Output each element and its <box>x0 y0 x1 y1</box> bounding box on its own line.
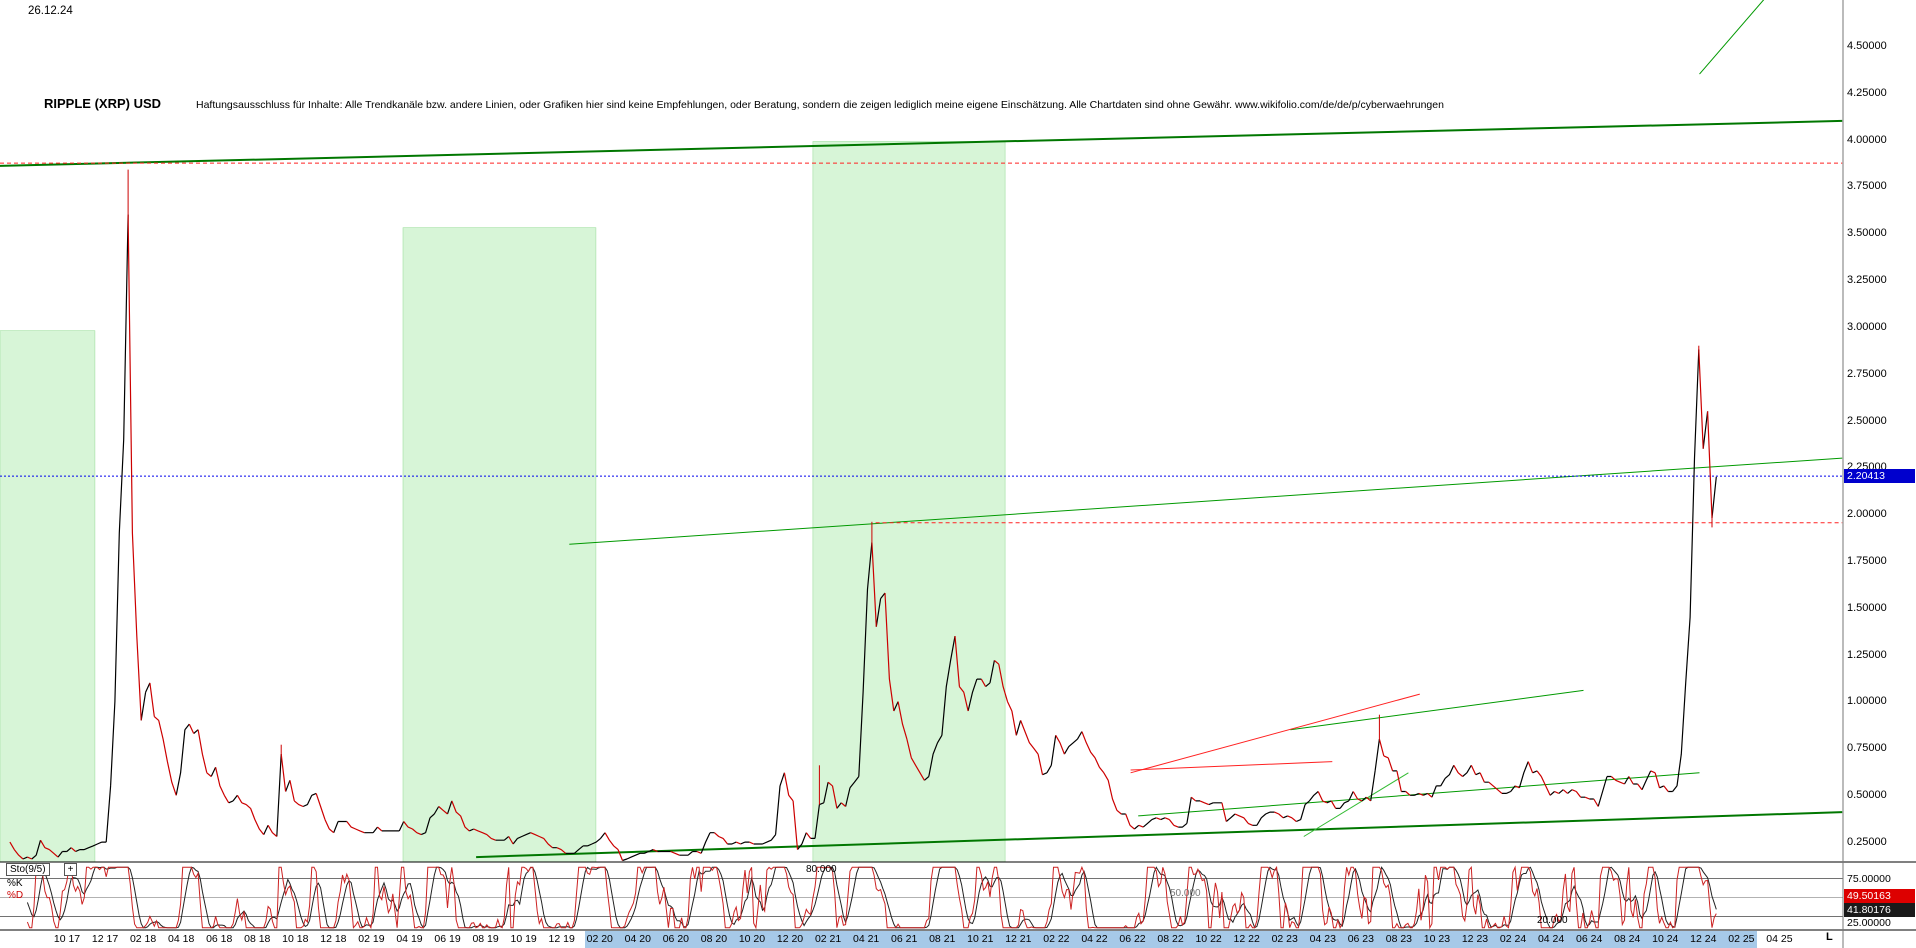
date-tick-label: 06 21 <box>891 933 918 945</box>
date-tick-label: 04 24 <box>1537 933 1565 945</box>
green-trendline <box>1290 689 1584 731</box>
date-tick-label: 12 17 <box>91 933 119 945</box>
price-tick-label: 1.50000 <box>1847 601 1887 614</box>
date-tick-label: 10 23 <box>1423 933 1451 945</box>
price-tick-label: 4.25000 <box>1847 86 1887 99</box>
red-trendline <box>1130 693 1420 774</box>
stochastic-50-line-label: 50.000 <box>1170 888 1201 899</box>
stochastic-indicator-button[interactable]: Sto(9/5) <box>6 863 50 876</box>
red-trendline <box>1130 761 1333 771</box>
price-tick-label: 1.25000 <box>1847 648 1887 661</box>
green-trendline <box>569 457 1843 545</box>
date-tick-label: 06 24 <box>1576 933 1603 945</box>
date-tick-label: 06 22 <box>1119 933 1146 945</box>
stochastic-k-line <box>26 865 1717 930</box>
stochastic-d-label: %D <box>7 890 24 901</box>
date-tick-label: 02 23 <box>1271 933 1298 945</box>
date-tick-label: 04 18 <box>168 933 195 945</box>
stochastic-80-line-label: 80.000 <box>806 864 837 875</box>
stochastic-d-value-badge: 41.80176 <box>1844 903 1915 917</box>
date-tick-label: 08 21 <box>929 933 956 945</box>
date-tick-label: 10 24 <box>1652 933 1679 945</box>
price-tick-label: 4.50000 <box>1847 40 1887 52</box>
price-tick-label: 3.50000 <box>1847 227 1887 240</box>
date-tick-label: 02 20 <box>586 933 613 945</box>
stochastic-upper-tick: 75.00000 <box>1847 873 1891 885</box>
price-tick-label: 3.25000 <box>1847 274 1887 287</box>
price-tick-label: 0.75000 <box>1847 742 1887 755</box>
price-tick-label: 2.00000 <box>1847 508 1887 521</box>
date-tick-label: 04 19 <box>396 933 423 945</box>
price-tick-label: 1.75000 <box>1847 555 1887 568</box>
price-tick-label: 4.00000 <box>1847 133 1887 146</box>
date-tick-label: 12 23 <box>1461 933 1489 945</box>
instrument-title: RIPPLE (XRP) USD <box>44 96 162 111</box>
green-trendline <box>1699 0 1765 75</box>
price-tick-label: 2.75000 <box>1847 367 1887 380</box>
date-tick-label: 10 21 <box>967 933 994 945</box>
green-trendline <box>0 119 1843 167</box>
date-tick-label: 04 23 <box>1309 933 1336 945</box>
date-tick-label: 12 21 <box>1005 933 1032 945</box>
date-tick-label: 04 21 <box>852 933 880 945</box>
date-tick-label: 10 22 <box>1195 933 1222 945</box>
date-tick-label: 08 19 <box>472 933 499 945</box>
date-tick-label: 12 22 <box>1233 933 1260 945</box>
date-tick-label: 02 21 <box>814 933 842 945</box>
date-axis-highlight <box>584 931 1758 948</box>
price-tick-label: 3.00000 <box>1847 320 1887 333</box>
date-tick-label: 02 24 <box>1499 933 1527 945</box>
date-tick-label: 12 20 <box>776 933 804 945</box>
date-tick-label: 02 19 <box>358 933 385 945</box>
date-tick-label: 08 24 <box>1614 933 1641 945</box>
date-tick-label: 08 18 <box>244 933 271 945</box>
date-tick-label: 02 18 <box>129 933 157 945</box>
chart-date-label: 26.12.24 <box>28 5 73 17</box>
price-series-up <box>22 214 1717 862</box>
date-tick-label: 08 23 <box>1385 933 1413 945</box>
date-tick-label: 04 22 <box>1081 933 1108 945</box>
stochastic-k-label: %K <box>7 878 23 889</box>
date-tick-label: 06 23 <box>1347 933 1374 945</box>
trend-zone-box <box>812 141 1006 863</box>
date-tick-label: 12 18 <box>320 933 347 945</box>
date-tick-label: 04 25 <box>1766 933 1793 945</box>
date-tick-label: 10 18 <box>282 933 309 945</box>
price-tick-label: 2.50000 <box>1847 414 1887 427</box>
green-trendline <box>1303 772 1409 837</box>
price-tick-label: 0.50000 <box>1847 789 1887 802</box>
trend-zone-box <box>0 330 96 863</box>
date-tick-label: 08 22 <box>1157 933 1184 945</box>
date-tick-label: 02 25 <box>1728 933 1755 945</box>
date-tick-label: 06 19 <box>434 933 461 945</box>
date-tick-label: 10 17 <box>53 933 81 945</box>
date-tick-label: 06 18 <box>206 933 233 945</box>
date-tick-label: 12 19 <box>548 933 575 945</box>
date-tick-label: 10 20 <box>738 933 766 945</box>
green-trendline <box>476 811 1843 859</box>
price-series-down <box>9 214 1713 861</box>
date-tick-label: 04 20 <box>624 933 651 945</box>
price-tick-label: 3.75000 <box>1847 180 1887 193</box>
stochastic-lower-tick: 25.00000 <box>1847 917 1891 929</box>
date-tick-label: 06 20 <box>662 933 689 945</box>
indicator-expand-button[interactable]: + <box>64 863 77 876</box>
current-price-badge: 2.20413 <box>1844 469 1915 483</box>
stochastic-k-value-badge: 49.50163 <box>1844 889 1915 903</box>
price-tick-label: 0.25000 <box>1847 835 1887 848</box>
disclaimer-text: Haftungsausschluss für Inhalte: Alle Tre… <box>196 99 1444 111</box>
stochastic-20-line-label: 20.000 <box>1537 915 1568 926</box>
date-tick-label: 02 22 <box>1043 933 1070 945</box>
linear-scale-mark[interactable]: L <box>1826 931 1833 943</box>
trend-zone-box <box>402 227 597 863</box>
date-tick-label: 10 19 <box>510 933 537 945</box>
price-tick-label: 1.00000 <box>1847 695 1887 708</box>
date-tick-label: 12 24 <box>1690 933 1717 945</box>
date-tick-label: 08 20 <box>700 933 728 945</box>
